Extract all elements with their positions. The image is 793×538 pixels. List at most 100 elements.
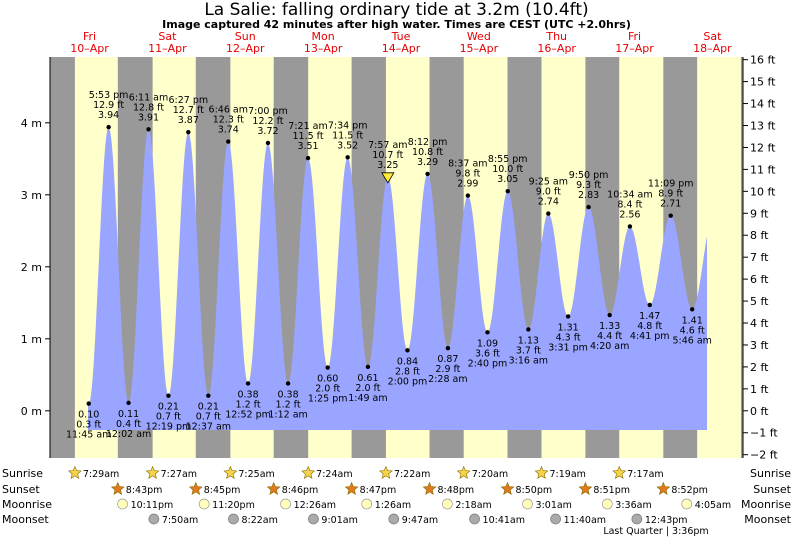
tide-time-label: 1:12 am bbox=[268, 409, 307, 420]
tide-ft-label: 12.8 ft bbox=[133, 102, 164, 113]
y-tick-label-ft: 12 ft bbox=[750, 141, 776, 154]
row-label-moonset-right: Moonset bbox=[744, 513, 791, 526]
y-tick-label-ft: 1 ft bbox=[750, 383, 769, 396]
moonset-time: 9:01am bbox=[321, 515, 357, 526]
tide-m-label: 1.09 bbox=[477, 338, 498, 349]
tide-ft-label: 12.2 ft bbox=[252, 116, 283, 127]
sunrise-icon bbox=[67, 465, 82, 479]
y-tick-label-ft: 3 ft bbox=[750, 339, 769, 352]
low-tide-point bbox=[405, 348, 410, 353]
row-label-moonset: Moonset bbox=[2, 513, 49, 526]
tide-time-label: 4:41 pm bbox=[630, 331, 670, 342]
low-tide-point bbox=[126, 400, 131, 406]
tide-ft-label: 2.0 ft bbox=[355, 383, 380, 394]
y-tick-label-ft: 9 ft bbox=[750, 207, 769, 220]
moonset-time: 7:50am bbox=[162, 515, 198, 526]
tide-ft-label: 4.6 ft bbox=[680, 325, 705, 336]
tide-m-label: 3.25 bbox=[377, 160, 398, 171]
moonrise-time: 10:11pm bbox=[131, 500, 174, 511]
day-date: 10–Apr bbox=[70, 42, 109, 55]
tide-m-label: 1.47 bbox=[639, 311, 660, 322]
high-tide-point bbox=[505, 189, 510, 194]
sunrise-icon bbox=[534, 465, 549, 479]
moonset-icon bbox=[550, 513, 561, 525]
tide-ft-label: 0.4 ft bbox=[116, 419, 141, 430]
high-tide-point bbox=[546, 211, 551, 216]
tide-m-label: 2.71 bbox=[660, 199, 681, 210]
sunset-time: 8:50pm bbox=[515, 485, 552, 496]
tide-ft-label: 0.3 ft bbox=[76, 420, 101, 431]
high-tide-point bbox=[305, 155, 311, 161]
sunrise-time: 7:24am bbox=[316, 469, 352, 480]
tide-ft-label: 3.6 ft bbox=[475, 348, 500, 359]
tide-ft-label: 12.3 ft bbox=[213, 115, 244, 126]
tide-time-label: 7:57 am bbox=[368, 140, 407, 151]
moonrise-icon bbox=[681, 498, 693, 510]
tide-time-label: 2:28 am bbox=[428, 374, 467, 385]
row-label-sunset: Sunset bbox=[2, 483, 40, 496]
sunrise-time: 7:19am bbox=[549, 469, 585, 480]
tide-m-label: 1.31 bbox=[558, 322, 579, 333]
low-tide-point bbox=[166, 393, 171, 398]
moonrise-time: 11:20pm bbox=[212, 500, 255, 511]
tide-m-label: 3.74 bbox=[218, 125, 239, 136]
tide-m-label: 3.94 bbox=[98, 110, 119, 121]
day-name: Tue bbox=[391, 30, 411, 43]
tide-m-label: 0.21 bbox=[198, 402, 219, 413]
tide-time-label: 12:52 pm bbox=[225, 409, 271, 420]
row-label-sunset-right: Sunset bbox=[753, 483, 791, 496]
tide-time-label: 7:21 am bbox=[288, 121, 327, 132]
sunrise-icon bbox=[223, 465, 238, 479]
tide-time-label: 12:37 am bbox=[186, 422, 231, 433]
high-tide-point bbox=[668, 213, 673, 218]
high-tide-point bbox=[265, 140, 271, 146]
tide-ft-label: 2.0 ft bbox=[315, 384, 340, 395]
high-tide-point bbox=[586, 204, 591, 210]
tide-m-label: 3.29 bbox=[417, 157, 438, 168]
current-tide-marker bbox=[381, 172, 395, 184]
low-tide-point bbox=[485, 330, 490, 335]
tide-time-label: 6:27 pm bbox=[168, 95, 208, 106]
y-tick-label-ft: −1 ft bbox=[750, 427, 778, 440]
y-tick-label-m: 4 m bbox=[21, 117, 42, 130]
tide-time-label: 11:45 am bbox=[66, 430, 111, 441]
y-tick-label-ft: 6 ft bbox=[750, 273, 769, 286]
moonrise-icon bbox=[361, 498, 373, 510]
moonset-time: 10:41am bbox=[483, 515, 525, 526]
tide-time-label: 12:02 am bbox=[106, 429, 151, 440]
row-label-moonrise-right: Moonrise bbox=[741, 498, 791, 511]
y-tick-label-ft: 0 ft bbox=[750, 405, 769, 418]
sunrise-time: 7:20am bbox=[472, 469, 508, 480]
moonrise-time: 1:26am bbox=[375, 500, 411, 511]
tide-m-label: 3.52 bbox=[337, 140, 358, 151]
tide-time-label: 6:46 am bbox=[209, 105, 248, 116]
tide-ft-label: 12.7 ft bbox=[173, 105, 204, 116]
moonset-icon bbox=[388, 513, 400, 525]
tide-time-label: 8:55 pm bbox=[488, 154, 528, 165]
day-date: 13–Apr bbox=[304, 42, 343, 55]
sunset-icon bbox=[266, 481, 281, 495]
sunrise-icon bbox=[456, 465, 471, 479]
low-tide-point bbox=[206, 393, 211, 398]
tide-ft-label: 2.8 ft bbox=[395, 366, 420, 377]
moonset-icon bbox=[308, 513, 319, 525]
sunrise-time: 7:17am bbox=[627, 469, 663, 480]
low-tide-point bbox=[365, 364, 371, 370]
tide-ft-label: 4.4 ft bbox=[597, 331, 622, 342]
moonrise-time: 3:01am bbox=[536, 500, 572, 511]
sunset-icon bbox=[422, 481, 437, 495]
high-tide-point bbox=[146, 127, 151, 132]
sunset-time: 8:45pm bbox=[204, 485, 241, 496]
sunrise-icon bbox=[301, 465, 316, 479]
low-tide-point bbox=[689, 307, 695, 312]
low-tide-point bbox=[565, 314, 571, 319]
sunset-time: 8:46pm bbox=[282, 485, 319, 496]
day-name: Mon bbox=[312, 30, 335, 43]
low-tide-point bbox=[607, 312, 612, 318]
tide-ft-label: 10.8 ft bbox=[412, 147, 443, 158]
sunset-icon bbox=[188, 481, 203, 495]
moonset-icon bbox=[228, 513, 239, 525]
tide-time-label: 2:00 pm bbox=[388, 376, 428, 387]
tide-time-label: 9:25 am bbox=[529, 177, 568, 188]
